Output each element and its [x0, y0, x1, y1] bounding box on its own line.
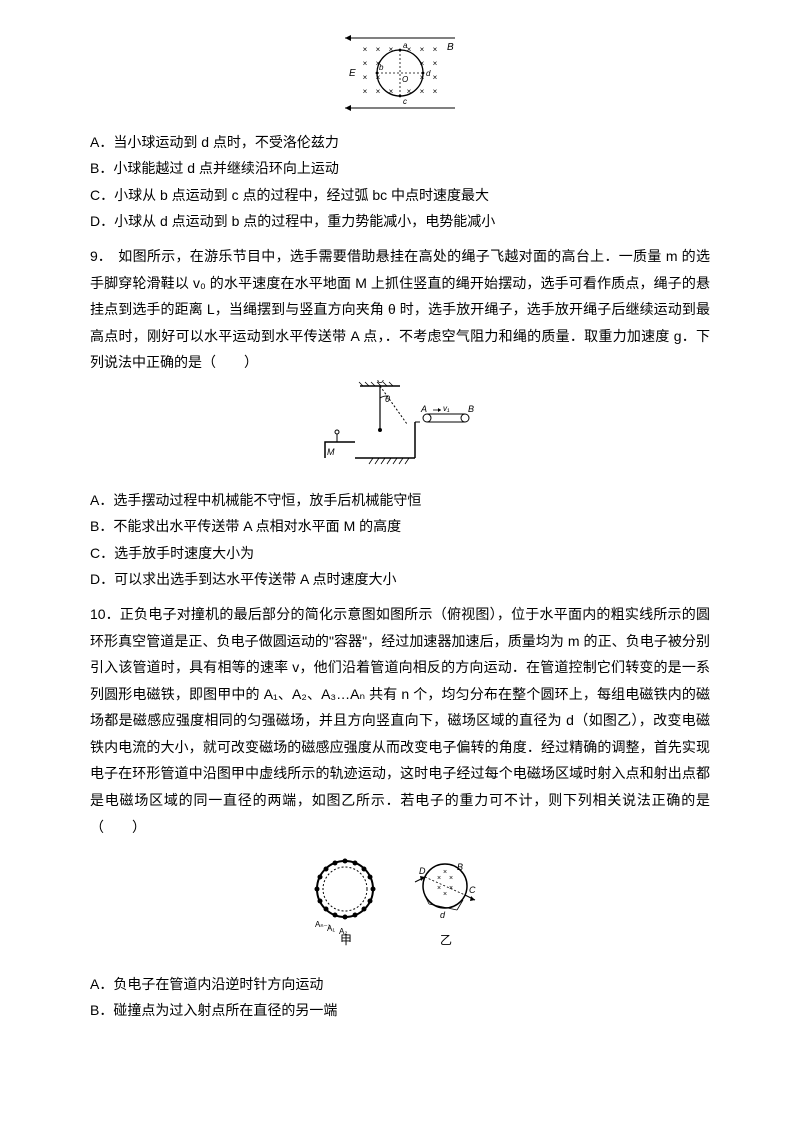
q10-options: A．负电子在管道内沿逆时针方向运动 B．碰撞点为过入射点所在直径的另一端: [90, 971, 710, 1024]
q8-label-c: c: [403, 97, 407, 106]
q8-option-C: C．小球从 b 点运动到 c 点的过程中，经过弧 bc 中点时速度最大: [90, 182, 710, 209]
q8-label-d: d: [426, 69, 431, 78]
q8-label-b: b: [379, 63, 384, 72]
q8-option-A: A．当小球运动到 d 点时，不受洛伦兹力: [90, 129, 710, 156]
q10-label-C: C: [469, 885, 476, 895]
svg-text:×: ×: [437, 885, 441, 892]
q10-option-B: B．碰撞点为过入射点所在直径的另一端: [90, 997, 710, 1024]
svg-text:×: ×: [363, 73, 368, 82]
svg-text:×: ×: [443, 869, 447, 876]
q10-label-d: d: [440, 910, 446, 920]
svg-text:×: ×: [420, 45, 425, 54]
q10-option-A: A．负电子在管道内沿逆时针方向运动: [90, 971, 710, 998]
q10-number: 10．: [90, 601, 120, 628]
q10-stem: 10．正负电子对撞机的最后部分的简化示意图如图所示（俯视图），位于水平面内的粗实…: [90, 601, 710, 840]
q9-label-B: B: [468, 404, 474, 414]
q10-label-right: 乙: [440, 933, 452, 947]
q8-label-O: O: [402, 75, 408, 84]
svg-text:×: ×: [437, 875, 441, 882]
q9-label-theta: θ: [385, 394, 390, 404]
q9-option-A: A．选手摆动过程中机械能不守恒，放手后机械能守恒: [90, 487, 710, 514]
q9-figure: O θ M A v₁ B: [90, 380, 710, 479]
q9-number: 9．: [90, 243, 118, 270]
svg-text:×: ×: [363, 87, 368, 96]
q9-options: A．选手摆动过程中机械能不守恒，放手后机械能守恒 B．不能求出水平传送带 A 点…: [90, 487, 710, 593]
q8-figure: ×××××× ×××× ×××× ×××××× E B a b c d O: [90, 34, 710, 121]
svg-text:×: ×: [433, 59, 438, 68]
q10-label-An1: Aₙ₋₁: [315, 920, 331, 929]
svg-text:×: ×: [363, 45, 368, 54]
q9-label-v1: v₁: [443, 404, 450, 413]
page: ×××××× ×××× ×××× ×××××× E B a b c d O: [0, 0, 800, 1132]
svg-text:×: ×: [433, 45, 438, 54]
q10-label-D: D: [419, 866, 426, 876]
q8-label-B: B: [447, 42, 454, 53]
q9-label-O: O: [377, 380, 384, 385]
q9-stem: 9．如图所示，在游乐节目中，选手需要借助悬挂在高处的绳子飞越对面的高台上．一质量…: [90, 243, 710, 376]
q10-figure: A₁ A₂ Aₙ₋₁ 甲 ×× ×× ××: [90, 844, 710, 963]
q8-options: A．当小球运动到 d 点时，不受洛伦兹力 B．小球能越过 d 点并继续沿环向上运…: [90, 129, 710, 235]
q8-label-E: E: [349, 68, 356, 79]
q9-diagram-svg: O θ M A v₁ B: [315, 380, 485, 470]
q9-option-B: B．不能求出水平传送带 A 点相对水平面 M 的高度: [90, 513, 710, 540]
q8-option-D: D．小球从 d 点运动到 b 点的过程中，重力势能减小，电势能减小: [90, 208, 710, 235]
q8-option-B: B．小球能越过 d 点并继续沿环向上运动: [90, 155, 710, 182]
svg-text:×: ×: [376, 45, 381, 54]
q9-option-D: D．可以求出选手到达水平传送带 A 点时速度大小: [90, 566, 710, 593]
q8-diagram-svg: ×××××× ×××× ×××× ×××××× E B a b c d O: [335, 34, 465, 112]
q10-diagram-svg: A₁ A₂ Aₙ₋₁ 甲 ×× ×× ××: [290, 844, 510, 954]
svg-text:×: ×: [433, 73, 438, 82]
svg-text:×: ×: [420, 87, 425, 96]
q9-stem-text: 如图所示，在游乐节目中，选手需要借助悬挂在高处的绳子飞越对面的高台上．一质量 m…: [90, 248, 710, 370]
q10-stem-text: 正负电子对撞机的最后部分的简化示意图如图所示（俯视图），位于水平面内的粗实线所示…: [90, 606, 710, 835]
svg-text:×: ×: [449, 875, 453, 882]
q9-option-C: C．选手放手时速度大小为: [90, 540, 710, 567]
svg-text:×: ×: [363, 59, 368, 68]
svg-text:×: ×: [376, 87, 381, 96]
q8-label-a: a: [403, 41, 408, 50]
q10-label-B2: B: [457, 862, 463, 872]
q10-label-left: 甲: [340, 933, 352, 947]
svg-text:×: ×: [443, 891, 447, 898]
svg-text:×: ×: [433, 87, 438, 96]
q9-label-A: A: [420, 404, 427, 414]
q9-label-M: M: [327, 447, 335, 457]
